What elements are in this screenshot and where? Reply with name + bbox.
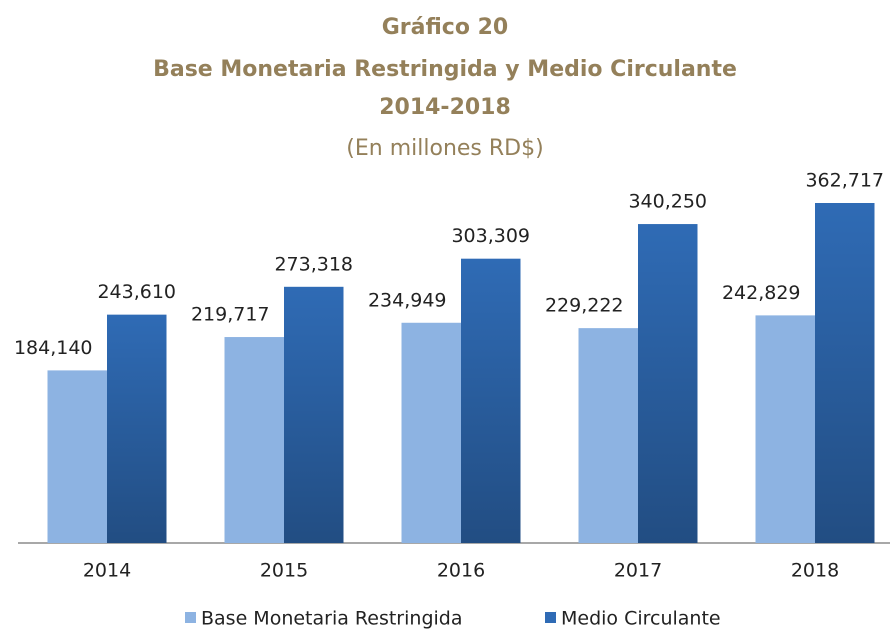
data-label: 362,717 — [805, 170, 884, 192]
x-tick-label: 2017 — [614, 560, 662, 582]
data-label: 303,309 — [451, 225, 530, 247]
data-label: 184,140 — [14, 337, 93, 359]
bar-shade — [461, 258, 521, 543]
x-tick-label: 2014 — [83, 560, 131, 582]
chart-title-line: Base Monetaria Restringida y Medio Circu… — [153, 57, 737, 82]
bar — [224, 337, 284, 543]
x-tick-label: 2015 — [260, 560, 308, 582]
data-label: 273,318 — [274, 253, 353, 275]
bar-shade — [815, 203, 875, 543]
bar — [755, 315, 815, 543]
x-tick-label: 2018 — [791, 560, 839, 582]
data-label: 242,829 — [722, 282, 801, 304]
x-tick-label: 2016 — [437, 560, 485, 582]
bar — [401, 322, 461, 543]
bar — [47, 370, 107, 543]
legend-label: Base Monetaria Restringida — [201, 608, 462, 629]
data-label: 243,610 — [97, 281, 176, 303]
data-label: 340,250 — [628, 191, 707, 213]
data-label: 229,222 — [545, 295, 624, 317]
legend-label: Medio Circulante — [561, 608, 721, 629]
legend-swatch — [185, 612, 196, 623]
chart-title: Gráfico 20 — [382, 15, 509, 40]
bar-shade — [107, 314, 167, 543]
bar-shade — [638, 224, 698, 544]
bar-shade — [284, 286, 344, 543]
chart-title-line: 2014-2018 — [379, 95, 511, 120]
bar — [578, 328, 638, 543]
data-label: 219,717 — [191, 304, 270, 326]
legend-swatch — [545, 612, 556, 623]
chart-subtitle: (En millones RD$) — [346, 136, 543, 161]
data-label: 234,949 — [368, 289, 447, 311]
